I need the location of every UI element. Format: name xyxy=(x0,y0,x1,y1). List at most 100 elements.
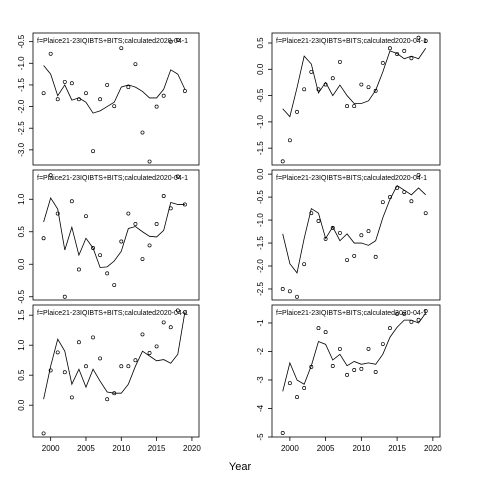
data-point xyxy=(345,372,350,377)
y-tick-label: 1.5 xyxy=(17,309,26,321)
data-point xyxy=(280,431,285,435)
data-point xyxy=(84,364,88,369)
data-point xyxy=(154,221,159,226)
data-point xyxy=(161,320,166,325)
data-point xyxy=(84,91,88,96)
fit-line xyxy=(282,48,427,118)
panel: f=Plaice21-23IQIBTS+BITS;calculated2020-… xyxy=(256,168,441,301)
data-point xyxy=(302,87,307,92)
data-point xyxy=(147,351,152,355)
data-point xyxy=(140,257,145,261)
data-point xyxy=(295,109,299,114)
data-point xyxy=(76,340,81,345)
data-point xyxy=(182,310,187,315)
data-point xyxy=(91,149,95,154)
data-point xyxy=(105,82,110,87)
data-point xyxy=(55,211,60,216)
data-point xyxy=(161,93,166,98)
y-tick-label: -1.5 xyxy=(256,236,265,250)
x-tick-label: 2015 xyxy=(148,444,166,453)
data-point xyxy=(133,358,138,363)
plot-frame xyxy=(271,304,441,438)
data-point xyxy=(373,370,378,374)
data-point xyxy=(105,271,110,276)
data-point xyxy=(154,104,159,109)
data-point xyxy=(359,233,364,238)
x-tick-label: 2005 xyxy=(77,444,95,453)
fit-line xyxy=(43,65,186,114)
x-tick-label: 2005 xyxy=(317,444,335,453)
data-point xyxy=(175,308,180,313)
data-point xyxy=(48,51,53,56)
data-point xyxy=(287,138,292,143)
data-point xyxy=(98,253,103,258)
data-point xyxy=(352,104,357,109)
data-point xyxy=(126,364,131,369)
data-point xyxy=(126,85,131,90)
panel-title: f=Plaice21-23IQIBTS+BITS;calculated2020-… xyxy=(276,175,427,182)
data-point xyxy=(280,159,285,164)
data-point xyxy=(168,206,173,211)
data-point xyxy=(119,364,124,369)
y-tick-label: -1.0 xyxy=(17,56,26,70)
data-point xyxy=(302,262,307,267)
x-tick-label: 2015 xyxy=(388,444,406,453)
data-point xyxy=(380,61,385,65)
panel: f=Plaice21-23IQIBTS+BITS;calculated2020-… xyxy=(256,32,441,166)
panel: f=Plaice21-23IQIBTS+BITS;calculated2020-… xyxy=(17,169,200,304)
x-tick-label: 2010 xyxy=(112,444,130,453)
data-point xyxy=(316,219,321,223)
y-tick-label: -0.5 xyxy=(256,190,265,204)
data-point xyxy=(168,39,173,44)
data-point xyxy=(352,368,357,372)
data-point xyxy=(287,289,292,294)
x-tick-label: 2020 xyxy=(183,444,201,453)
data-point xyxy=(133,221,138,226)
data-point xyxy=(41,91,46,96)
y-tick-label: -4 xyxy=(256,404,265,412)
data-point xyxy=(323,330,328,335)
data-point xyxy=(373,254,378,259)
fit-line xyxy=(282,185,426,274)
y-tick-label: -1 xyxy=(256,319,265,327)
data-point xyxy=(140,332,145,337)
data-point xyxy=(366,229,371,234)
data-point xyxy=(98,356,103,361)
y-tick-label: 0.0 xyxy=(17,399,26,411)
data-point xyxy=(330,76,335,81)
data-point xyxy=(388,326,392,331)
plot-frame xyxy=(271,32,441,166)
fit-line xyxy=(282,312,427,392)
y-tick-label: 0.0 xyxy=(17,258,26,270)
y-tick-label: -1.0 xyxy=(256,213,265,227)
data-point xyxy=(409,319,414,324)
data-point xyxy=(423,211,428,216)
data-point xyxy=(366,85,371,90)
data-point xyxy=(76,267,81,272)
data-point xyxy=(62,79,67,84)
data-point xyxy=(126,211,131,216)
x-tick-label: 2000 xyxy=(42,444,60,453)
data-point xyxy=(175,174,180,179)
x-axis-label: Year xyxy=(229,461,252,473)
data-point xyxy=(48,368,53,373)
y-tick-label: 0.5 xyxy=(17,226,26,238)
data-point xyxy=(48,173,53,178)
data-point xyxy=(182,89,187,93)
panel: f=Plaice21-23IQIBTS+BITS;calculated2020-… xyxy=(17,32,200,166)
data-point xyxy=(309,211,314,216)
panel: f=Plaice21-23IQIBTS+BITS;calculated2020-… xyxy=(17,304,201,453)
panel-title: f=Plaice21-23IQIBTS+BITS;calculated2020-… xyxy=(37,310,188,317)
data-point xyxy=(345,104,350,109)
data-point xyxy=(280,287,285,291)
data-point xyxy=(175,37,180,42)
y-tick-label: -2 xyxy=(256,347,265,355)
data-point xyxy=(55,97,60,102)
y-tick-label: -0.5 xyxy=(17,34,26,48)
panel-title: f=Plaice21-23IQIBTS+BITS;calculated2020-… xyxy=(276,38,427,45)
data-point xyxy=(416,317,421,322)
y-tick-label: -2.5 xyxy=(256,282,265,296)
data-point xyxy=(119,239,124,244)
fit-line xyxy=(43,312,186,400)
